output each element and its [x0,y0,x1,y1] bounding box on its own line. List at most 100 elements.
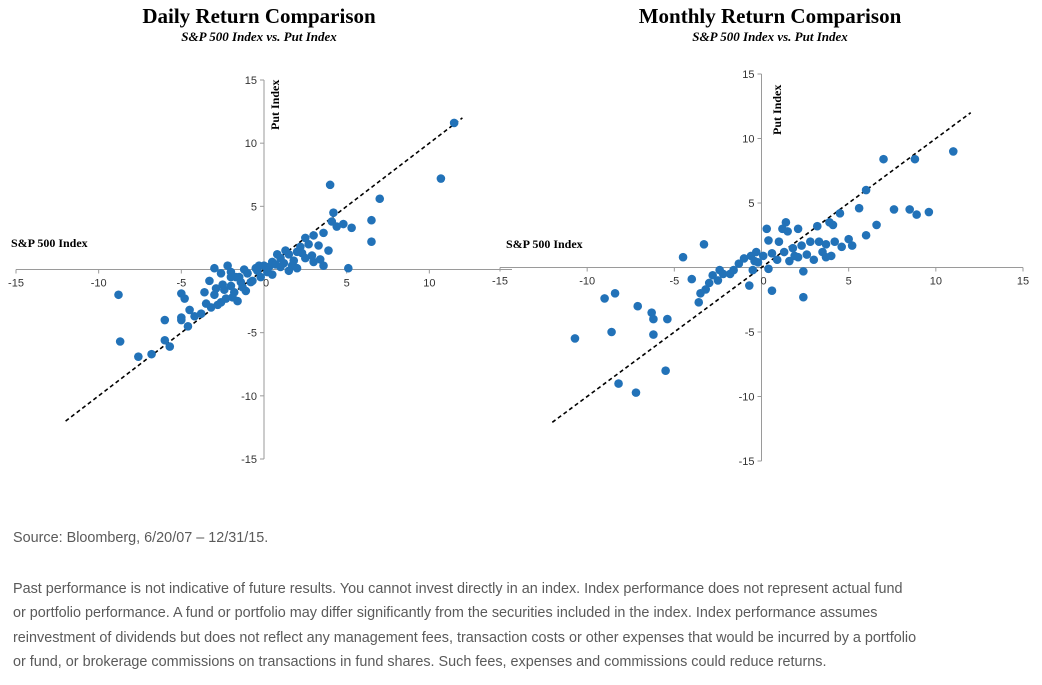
monthly-data-point [814,237,824,246]
daily-data-point [200,287,209,297]
monthly-data-point [633,301,643,311]
monthly-data-point [783,227,792,236]
daily-data-point [329,208,338,217]
monthly-data-point [812,221,822,231]
daily-data-point [256,272,265,282]
daily-data-point [216,298,226,307]
monthly-data-point [772,255,782,265]
daily-data-point [236,277,246,287]
monthly-data-point [739,254,749,263]
monthly-data-point [861,185,871,195]
monthly-data-point [774,237,784,246]
monthly-data-point [687,274,697,284]
monthly-x-tick-label: -5 [669,276,679,288]
daily-data-point [263,267,272,277]
daily-data-point [211,284,221,293]
daily-data-point [297,248,307,258]
daily-x-tick-label: -15 [8,278,24,290]
monthly-x-tick-label: -10 [579,276,595,288]
monthly-data-point [570,334,580,343]
daily-data-point [205,276,214,286]
monthly-data-point [835,209,845,218]
daily-data-point [239,265,249,274]
daily-data-point [115,337,125,346]
monthly-data-point [837,242,846,252]
daily-y-tick-label: -5 [247,328,257,340]
monthly-y-tick-label: -15 [739,456,755,468]
monthly-data-point [762,224,772,234]
daily-data-point [220,285,229,295]
monthly-reference-line [551,112,972,423]
daily-y-tick-label: -10 [241,391,257,403]
daily-data-point [210,263,219,273]
monthly-x-tick-label: 5 [846,276,852,288]
daily-data-point [344,263,353,273]
daily-x-tick-label: 10 [423,278,435,290]
disclaimer-line-4: or fund, or brokerage commissions on tra… [13,654,827,670]
daily-data-point [307,251,317,260]
monthly-data-point [647,308,656,317]
daily-data-point [233,296,242,306]
daily-data-point [314,241,323,250]
monthly-data-point [607,327,616,337]
daily-chart-subtitle: S&P 500 Index vs. Put Index [181,29,337,44]
monthly-data-point [764,236,773,245]
disclaimer-line-2: or portfolio performance. A fund or port… [13,605,878,621]
monthly-data-point [799,267,808,276]
monthly-data-point [847,241,857,250]
monthly-data-point [861,230,871,240]
daily-data-point [160,335,170,345]
monthly-data-point [725,269,735,279]
daily-data-point [309,231,318,240]
monthly-data-point [797,241,806,250]
monthly-data-point [694,298,704,307]
monthly-data-point [948,147,958,156]
monthly-data-point [600,294,609,303]
monthly-x-tick-label: 10 [930,276,942,288]
monthly-data-point [830,237,840,246]
monthly-data-point [631,388,641,397]
daily-data-point [114,290,123,300]
daily-data-point [177,315,186,325]
monthly-data-point [879,154,888,164]
monthly-data-point [910,154,920,164]
daily-data-point [324,246,333,255]
monthly-data-point [708,270,717,280]
daily-x-tick-label: -5 [176,278,186,290]
monthly-data-point [750,256,759,266]
monthly-data-point [821,252,831,262]
monthly-data-point [788,243,798,253]
daily-x-tick-label: 5 [344,278,350,290]
daily-chart-title: Daily Return Comparison [142,4,376,28]
daily-data-point [339,219,348,229]
monthly-data-point [713,276,723,285]
daily-data-point [216,268,226,278]
daily-data-point [279,258,289,268]
monthly-data-point [872,220,881,230]
daily-data-point [134,352,143,361]
daily-data-point [190,311,199,321]
daily-data-point [271,260,280,269]
monthly-data-point [799,292,808,302]
monthly-data-point [744,281,754,290]
daily-y-tick-label: 5 [251,201,257,213]
daily-data-point [375,194,385,204]
daily-data-point [177,289,186,298]
daily-data-point [347,223,356,233]
daily-data-point [301,233,310,243]
monthly-data-point [734,259,744,268]
daily-x-tick-label: -10 [91,278,107,290]
monthly-data-point [790,251,799,261]
monthly-chart-subtitle: S&P 500 Index vs. Put Index [692,29,848,44]
monthly-x-tick-label: 0 [760,276,766,288]
disclaimer-line-3: reinvestment of dividends but does not r… [13,630,917,646]
monthly-data-point [844,234,853,244]
monthly-data-point [767,286,777,296]
daily-data-point [332,222,342,231]
monthly-data-point [854,203,864,213]
monthly-data-point [764,264,773,274]
monthly-data-point [678,252,688,262]
monthly-data-point [699,239,709,249]
